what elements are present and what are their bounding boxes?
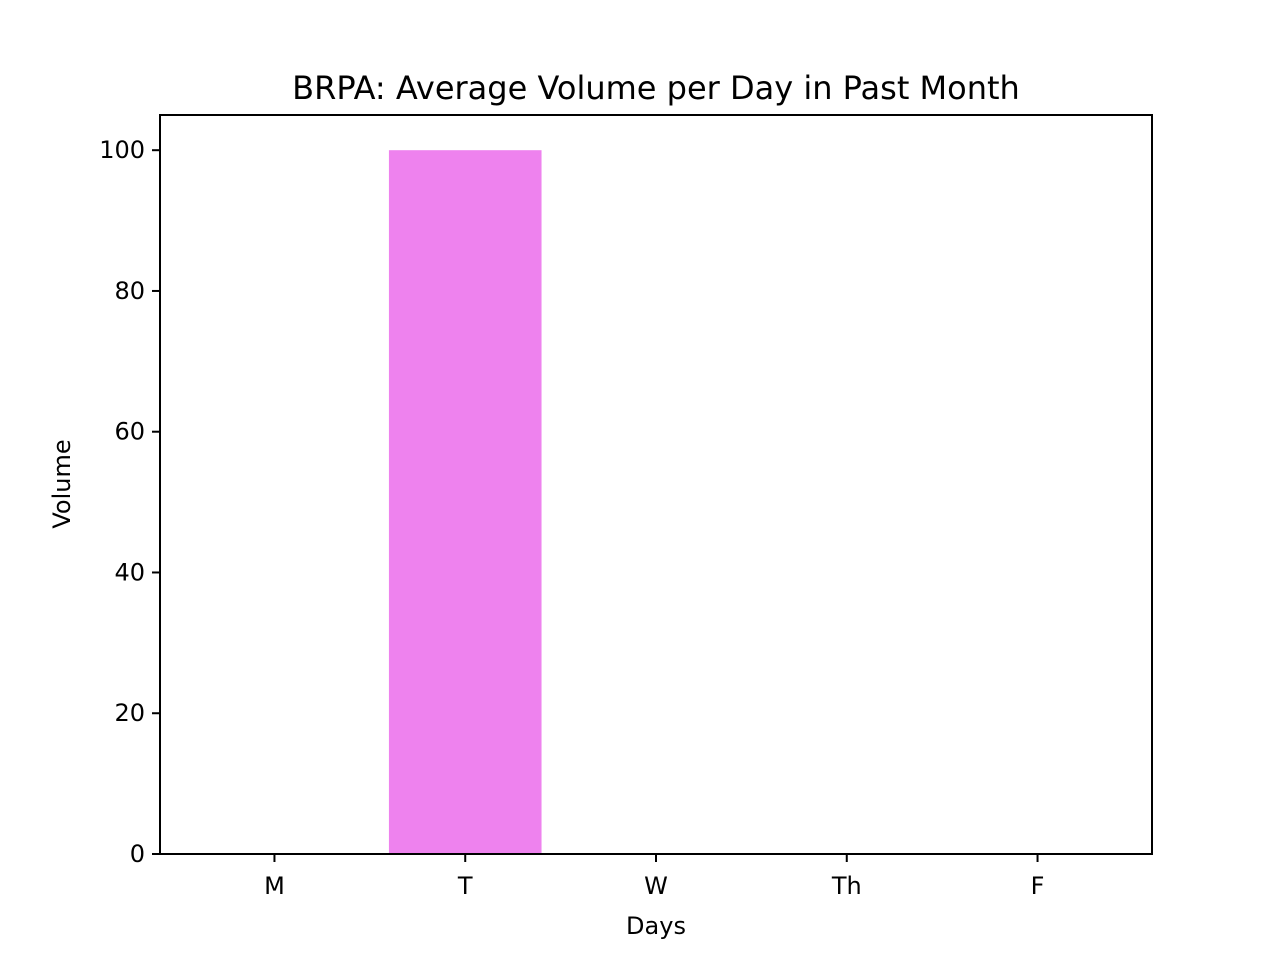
x-tick-label: F	[1031, 872, 1045, 900]
y-tick-label: 0	[130, 840, 145, 868]
x-tick-label: T	[457, 872, 473, 900]
y-ticks: 0 20 40 60 80 100	[99, 136, 160, 868]
x-tick-label: Th	[831, 872, 862, 900]
x-tick-label: W	[644, 872, 668, 900]
y-tick-label: 40	[114, 558, 145, 586]
chart-title: BRPA: Average Volume per Day in Past Mon…	[292, 69, 1020, 107]
x-ticks: M T W Th F	[264, 854, 1044, 900]
bar-t	[388, 150, 542, 854]
x-tick-label: M	[264, 872, 285, 900]
y-axis-label: Volume	[48, 439, 76, 528]
x-axis-label: Days	[626, 912, 686, 940]
y-tick-label: 20	[114, 699, 145, 727]
bars-layer	[388, 150, 542, 854]
y-tick-label: 100	[99, 136, 145, 164]
plot-frame	[159, 114, 1153, 855]
y-tick-label: 60	[114, 418, 145, 446]
y-tick-label: 80	[114, 277, 145, 305]
